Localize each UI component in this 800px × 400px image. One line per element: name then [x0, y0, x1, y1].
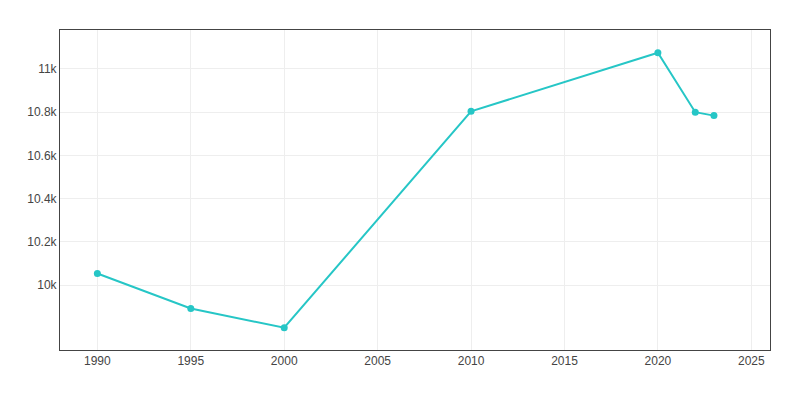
- svg-text:1995: 1995: [177, 354, 204, 368]
- svg-text:10k: 10k: [37, 278, 57, 292]
- svg-text:10.8k: 10.8k: [27, 105, 57, 119]
- svg-text:2025: 2025: [738, 354, 765, 368]
- svg-text:2015: 2015: [551, 354, 578, 368]
- svg-text:2010: 2010: [458, 354, 485, 368]
- svg-text:2005: 2005: [364, 354, 391, 368]
- svg-text:11k: 11k: [38, 62, 57, 76]
- svg-text:10.4k: 10.4k: [27, 192, 57, 206]
- svg-text:2020: 2020: [645, 354, 672, 368]
- svg-text:10.2k: 10.2k: [27, 235, 57, 249]
- svg-text:2000: 2000: [271, 354, 298, 368]
- svg-text:1990: 1990: [84, 354, 111, 368]
- svg-text:10.6k: 10.6k: [27, 149, 57, 163]
